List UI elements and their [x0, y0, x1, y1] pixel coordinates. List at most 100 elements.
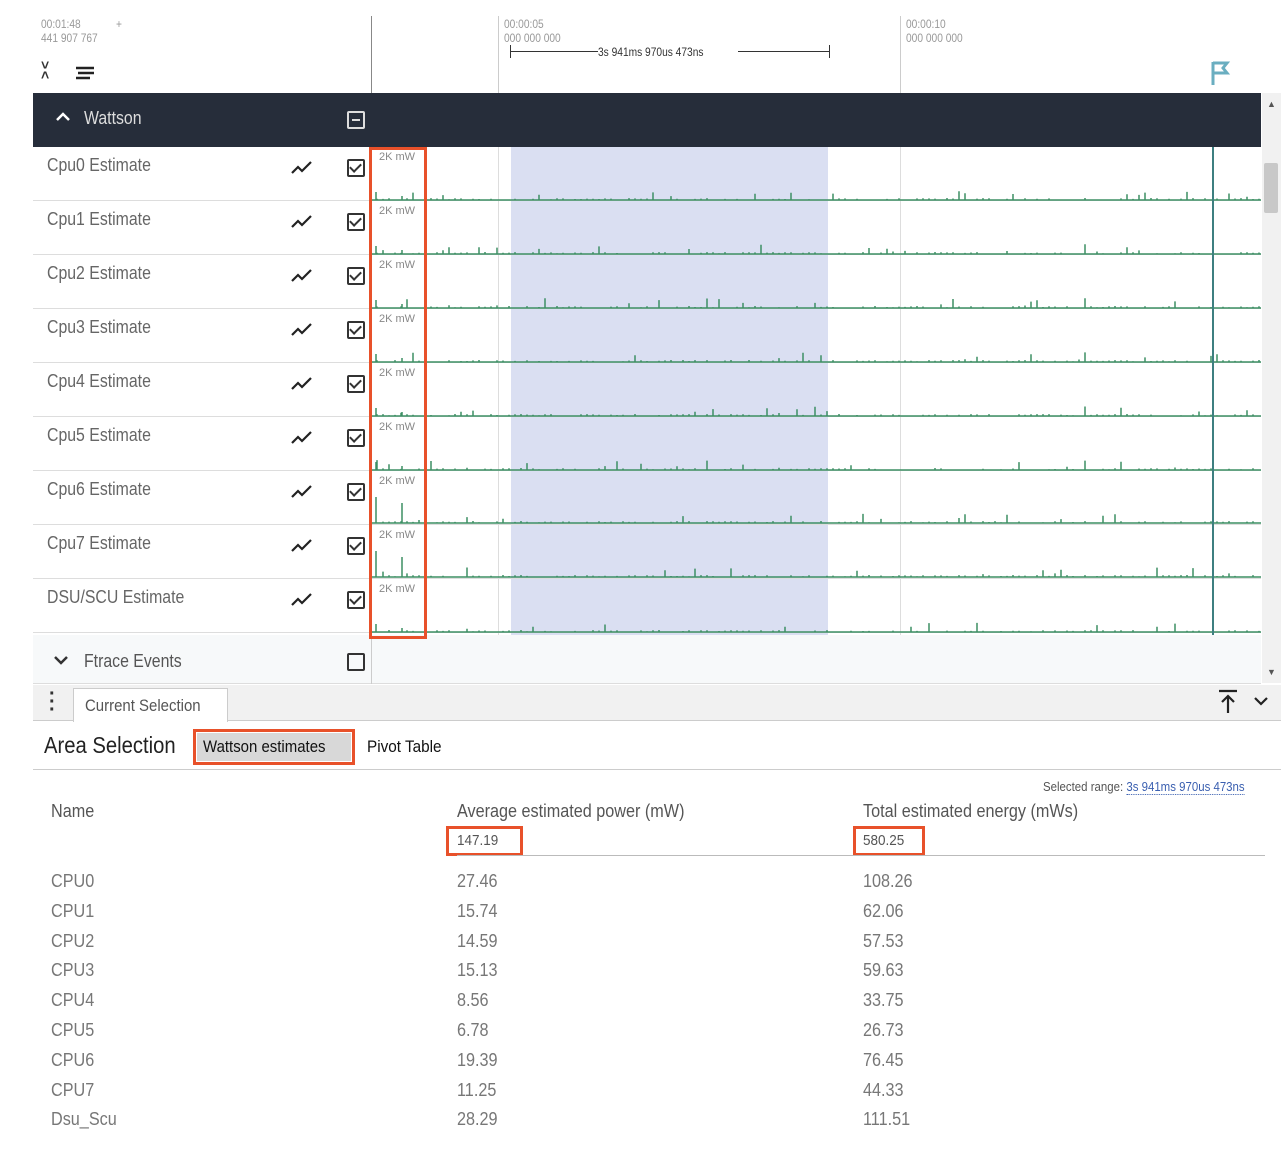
track-label: Cpu3 Estimate — [47, 317, 151, 337]
selection-duration: 3s 941ms 970us 473ns — [598, 45, 704, 59]
row-power: 8.56 — [457, 990, 489, 1011]
track-row[interactable]: Cpu3 Estimate 2K mW — [33, 309, 1261, 363]
total-power: 147.19 — [457, 832, 499, 849]
vertical-scrollbar[interactable]: ▲ ▼ — [1262, 93, 1281, 683]
flag-icon[interactable] — [1210, 60, 1234, 91]
track-scale: 2K mW — [379, 475, 416, 487]
row-energy: 76.45 — [863, 1049, 904, 1070]
tab-current-selection[interactable]: Current Selection — [73, 688, 229, 722]
tab-label: Current Selection — [85, 696, 201, 715]
track-checkbox[interactable] — [347, 483, 365, 501]
track-checkbox[interactable] — [347, 429, 365, 447]
tab-pivot-table[interactable]: Pivot Table — [367, 737, 442, 756]
row-energy: 111.51 — [863, 1109, 911, 1130]
highlight-box — [369, 147, 427, 639]
row-energy: 59.63 — [863, 960, 904, 981]
track-row[interactable]: Cpu5 Estimate 2K mW — [33, 417, 1261, 471]
tick-ns: 000 000 000 — [504, 31, 561, 45]
track-checkbox[interactable] — [347, 267, 365, 285]
track-label: Cpu1 Estimate — [47, 209, 151, 229]
selected-range: Selected range: 3s 941ms 970us 473ns — [1043, 779, 1245, 795]
track-scale: 2K mW — [379, 583, 416, 595]
trace-path — [372, 551, 1261, 578]
trend-icon[interactable] — [291, 537, 313, 558]
track-checkbox[interactable] — [347, 213, 365, 231]
power-trace — [372, 497, 1261, 524]
row-power: 15.74 — [457, 900, 498, 921]
track-row[interactable]: Cpu6 Estimate 2K mW — [33, 471, 1261, 525]
trend-icon[interactable] — [291, 429, 313, 450]
tick-ns: 000 000 000 — [906, 31, 963, 45]
row-energy: 57.53 — [863, 930, 904, 951]
group-select-icon[interactable] — [347, 111, 365, 129]
row-name: CPU1 — [51, 900, 95, 921]
group-title: Wattson — [84, 108, 142, 128]
track-row[interactable]: Cpu4 Estimate 2K mW — [33, 363, 1261, 417]
maximize-panel-icon[interactable] — [1217, 689, 1239, 720]
row-name: CPU5 — [51, 1020, 95, 1040]
tick-time: 00:00:10 — [906, 17, 946, 31]
total-energy: 580.25 — [863, 832, 905, 849]
row-energy: 26.73 — [863, 1020, 904, 1040]
ftrace-group-header[interactable]: Ftrace Events — [33, 635, 1261, 684]
track-scale: 2K mW — [379, 367, 416, 379]
track-scale: 2K mW — [379, 313, 416, 325]
track-row[interactable]: Cpu1 Estimate 2K mW — [33, 201, 1261, 255]
track-scale: 2K mW — [379, 259, 416, 271]
selection-duration-marker: 3s 941ms 970us 473ns — [510, 45, 830, 59]
trace-path — [372, 497, 1261, 524]
row-name: CPU6 — [51, 1049, 95, 1070]
track-checkbox[interactable] — [347, 159, 365, 177]
track-scale: 2K mW — [379, 205, 416, 217]
power-trace — [372, 551, 1261, 578]
trend-icon[interactable] — [291, 375, 313, 396]
chevron-up-icon[interactable] — [55, 109, 71, 127]
row-energy: 108.26 — [863, 871, 913, 891]
track-label: Cpu4 Estimate — [47, 371, 151, 391]
tab-wattson-estimates[interactable]: Wattson estimates — [197, 733, 351, 761]
filter-tracks-icon[interactable] — [74, 66, 96, 85]
row-energy: 33.75 — [863, 990, 904, 1011]
column-header-energy: Total estimated energy (mWs) — [863, 801, 1079, 821]
row-power: 15.13 — [457, 960, 498, 981]
trace-path — [372, 406, 1261, 417]
trend-icon[interactable] — [291, 483, 313, 504]
trace-path — [372, 244, 1261, 255]
more-vert-icon[interactable]: · · · — [49, 683, 56, 721]
power-trace — [372, 352, 1261, 363]
power-trace — [372, 298, 1261, 309]
trend-icon[interactable] — [291, 213, 313, 234]
ftrace-checkbox[interactable] — [347, 653, 365, 671]
trend-icon[interactable] — [291, 159, 313, 180]
track-checkbox[interactable] — [347, 591, 365, 609]
track-row[interactable]: DSU/SCU Estimate 2K mW — [33, 579, 1261, 633]
scrollbar-thumb[interactable] — [1264, 163, 1278, 213]
track-row[interactable]: Cpu2 Estimate 2K mW — [33, 255, 1261, 309]
track-scale: 2K mW — [379, 529, 416, 541]
track-row[interactable]: Cpu7 Estimate 2K mW — [33, 525, 1261, 579]
trend-icon[interactable] — [291, 267, 313, 288]
details-tab-bar: · · · Current Selection — [33, 683, 1281, 722]
track-checkbox[interactable] — [347, 321, 365, 339]
trace-path — [372, 191, 1261, 201]
trace-path — [372, 622, 1261, 633]
track-checkbox[interactable] — [347, 375, 365, 393]
track-label: DSU/SCU Estimate — [47, 587, 185, 607]
selected-range-label: Selected range: — [1043, 779, 1124, 794]
row-power: 11.25 — [457, 1079, 497, 1100]
offset-plus: + — [116, 17, 122, 31]
collapse-all-icon[interactable]: ˅ ˄ — [41, 57, 50, 83]
row-name: CPU3 — [51, 960, 95, 981]
row-power: 28.29 — [457, 1109, 498, 1130]
track-checkbox[interactable] — [347, 537, 365, 555]
column-header-name: Name — [51, 801, 95, 821]
trend-icon[interactable] — [291, 321, 313, 342]
chevron-down-icon[interactable] — [53, 654, 69, 672]
selected-range-link[interactable]: 3s 941ms 970us 473ns — [1126, 779, 1245, 795]
power-trace — [372, 406, 1261, 417]
trend-icon[interactable] — [291, 591, 313, 612]
collapse-panel-icon[interactable] — [1253, 695, 1269, 713]
row-name: Dsu_Scu — [51, 1109, 117, 1130]
wattson-group-header[interactable]: Wattson — [33, 93, 1261, 147]
track-row[interactable]: Cpu0 Estimate 2K mW — [33, 147, 1261, 201]
